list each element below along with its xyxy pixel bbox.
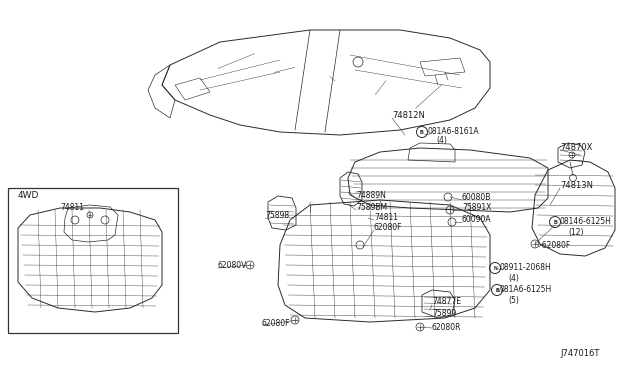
Text: 74811: 74811 [60, 203, 84, 212]
Bar [8, 188, 178, 333]
Text: 62080V: 62080V [218, 260, 248, 269]
Text: (5): (5) [508, 295, 519, 305]
Text: 08146-6125H: 08146-6125H [560, 218, 612, 227]
Text: 4WD: 4WD [18, 192, 40, 201]
Text: 081A6-6125H: 081A6-6125H [500, 285, 552, 295]
Text: (12): (12) [568, 228, 584, 237]
Text: 60080B: 60080B [462, 192, 492, 202]
Text: 60090A: 60090A [462, 215, 492, 224]
Text: 62080F: 62080F [374, 224, 403, 232]
Text: N: N [493, 266, 497, 270]
Text: 7589BM: 7589BM [356, 202, 387, 212]
Text: 75899: 75899 [432, 310, 456, 318]
Text: (4): (4) [508, 273, 519, 282]
Text: 74889N: 74889N [356, 192, 386, 201]
Text: 74813N: 74813N [560, 180, 593, 189]
Text: J747016T: J747016T [560, 349, 600, 357]
Text: 74870X: 74870X [560, 144, 593, 153]
Text: 081A6-8161A: 081A6-8161A [427, 126, 479, 135]
Text: 74811: 74811 [374, 214, 398, 222]
Text: 62080R: 62080R [432, 323, 461, 331]
Text: -62080F: -62080F [540, 241, 572, 250]
Text: B: B [495, 288, 499, 292]
Text: B: B [420, 129, 424, 135]
Text: 75898: 75898 [265, 211, 289, 219]
Text: 74877E: 74877E [432, 298, 461, 307]
Text: B: B [553, 219, 557, 224]
Text: 62080F: 62080F [262, 318, 291, 327]
Text: 74812N: 74812N [392, 110, 425, 119]
Text: 75891X: 75891X [462, 203, 492, 212]
Text: 08911-2068H: 08911-2068H [500, 263, 552, 273]
Text: (4): (4) [436, 137, 447, 145]
